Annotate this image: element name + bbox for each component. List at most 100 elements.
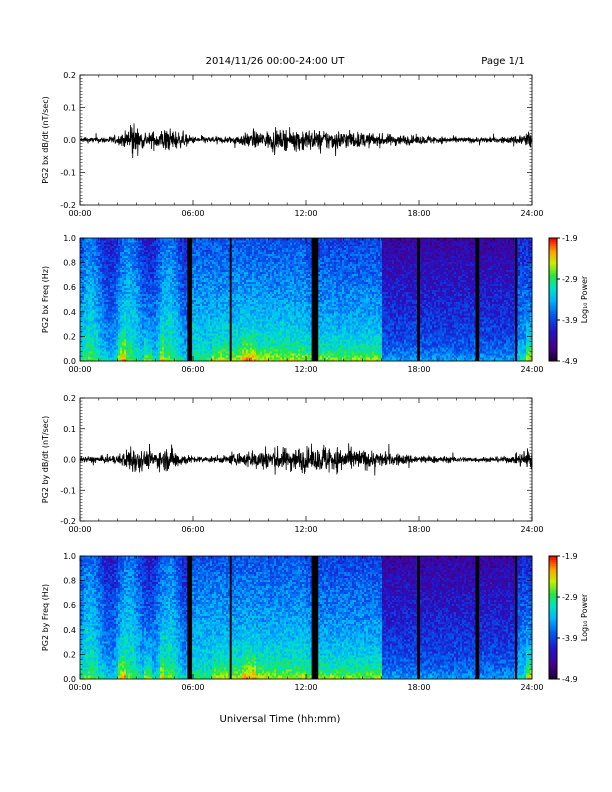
spectrogram-cell	[220, 300, 222, 302]
spectrogram-cell	[118, 278, 120, 280]
spectrogram-cell	[142, 347, 144, 349]
spectrogram-cell	[90, 301, 92, 303]
spectrogram-cell	[84, 353, 86, 355]
spectrogram-cell	[136, 248, 138, 250]
spectrogram-cell	[206, 248, 208, 250]
spectrogram-cell	[172, 242, 174, 244]
spectrogram-cell	[220, 311, 222, 313]
spectrogram-cell	[112, 323, 114, 325]
spectrogram-cell	[234, 327, 236, 329]
spectrogram-cell	[132, 244, 134, 246]
spectrogram-cell	[166, 355, 168, 357]
spectrogram-cell	[152, 268, 154, 270]
spectrogram-cell	[130, 343, 132, 345]
spectrogram-cell	[208, 282, 210, 284]
spectrogram-cell	[114, 311, 116, 313]
spectrogram-cell	[92, 262, 94, 264]
spectrogram-cell	[164, 311, 166, 313]
spectrogram-cell	[166, 311, 168, 313]
spectrogram-cell	[152, 335, 154, 337]
spectrogram-cell	[160, 319, 162, 321]
spectrogram-cell	[138, 327, 140, 329]
spectrogram-cell	[224, 260, 226, 262]
spectrogram-cell	[206, 278, 208, 280]
spectrogram-cell	[118, 343, 120, 345]
spectrogram-cell	[156, 341, 158, 343]
spectrogram-cell	[180, 351, 182, 353]
spectrogram-cell	[202, 274, 204, 276]
spectrogram-cell	[150, 321, 152, 323]
spectrogram-cell	[138, 280, 140, 282]
spectrogram-cell	[140, 292, 142, 294]
spectrogram-cell	[130, 260, 132, 262]
spectrogram-cell	[160, 254, 162, 256]
spectrogram-cell	[172, 278, 174, 280]
spectrogram-cell	[176, 331, 178, 333]
spectrogram-cell	[166, 307, 168, 309]
spectrogram-cell	[118, 313, 120, 315]
spectrogram-cell	[146, 335, 148, 337]
spectrogram-cell	[156, 345, 158, 347]
spectrogram-cell	[180, 303, 182, 305]
spectrogram-cell	[204, 252, 206, 254]
spectrogram-cell	[142, 331, 144, 333]
spectrogram-cell	[132, 256, 134, 258]
spectrogram-cell	[168, 355, 170, 357]
spectrogram-cell	[138, 288, 140, 290]
spectrogram-cell	[152, 341, 154, 343]
spectrogram-cell	[132, 317, 134, 319]
spectrogram-cell	[234, 341, 236, 343]
spectrogram-cell	[96, 353, 98, 355]
spectrogram-cell	[226, 353, 228, 355]
spectrogram-cell	[124, 321, 126, 323]
spectrogram-cell	[88, 333, 90, 335]
spectrogram-cell	[136, 276, 138, 278]
spectrogram-cell	[194, 294, 196, 296]
spectrogram-cell	[214, 286, 216, 288]
spectrogram-cell	[108, 284, 110, 286]
spectrogram-cell	[196, 294, 198, 296]
spectrogram-cell	[86, 286, 88, 288]
spectrogram-cell	[102, 276, 104, 278]
spectrogram-cell	[154, 315, 156, 317]
spectrogram-cell	[100, 274, 102, 276]
spectrogram-cell	[192, 325, 194, 327]
spectrogram-cell	[104, 296, 106, 298]
spectrogram-cell	[132, 246, 134, 248]
spectrogram-cell	[144, 268, 146, 270]
spectrogram-cell	[226, 303, 228, 305]
spectrogram-cell	[118, 260, 120, 262]
spectrogram-cell	[130, 301, 132, 303]
spectrogram-cell	[172, 345, 174, 347]
spectrogram-cell	[174, 250, 176, 252]
spectrogram-cell	[224, 311, 226, 313]
spectrogram-cell	[98, 260, 100, 262]
spectrogram-cell	[132, 347, 134, 349]
spectrogram-cell	[198, 292, 200, 294]
spectrogram-cell	[218, 276, 220, 278]
spectrogram-cell	[160, 286, 162, 288]
spectrogram-cell	[134, 240, 136, 242]
spectrogram-cell	[146, 294, 148, 296]
spectrogram-cell	[98, 268, 100, 270]
spectrogram-cell	[132, 351, 134, 353]
spectrogram-cell	[90, 351, 92, 353]
spectrogram-cell	[126, 270, 128, 272]
spectrogram-cell	[232, 256, 234, 258]
spectrogram-cell	[202, 280, 204, 282]
spectrogram-cell	[174, 246, 176, 248]
spectrogram-cell	[138, 296, 140, 298]
spectrogram-cell	[210, 301, 212, 303]
spectrogram-cell	[200, 327, 202, 329]
spectrogram-cell	[206, 252, 208, 254]
spectrogram-cell	[160, 278, 162, 280]
spectrogram-cell	[208, 290, 210, 292]
spectrogram-cell	[208, 319, 210, 321]
spectrogram-cell	[86, 284, 88, 286]
spectrogram-cell	[200, 339, 202, 341]
spectrogram-cell	[90, 315, 92, 317]
spectrogram-cell	[86, 254, 88, 256]
spectrogram-cell	[234, 301, 236, 303]
spectrogram-cell	[226, 260, 228, 262]
spectrogram-cell	[196, 309, 198, 311]
